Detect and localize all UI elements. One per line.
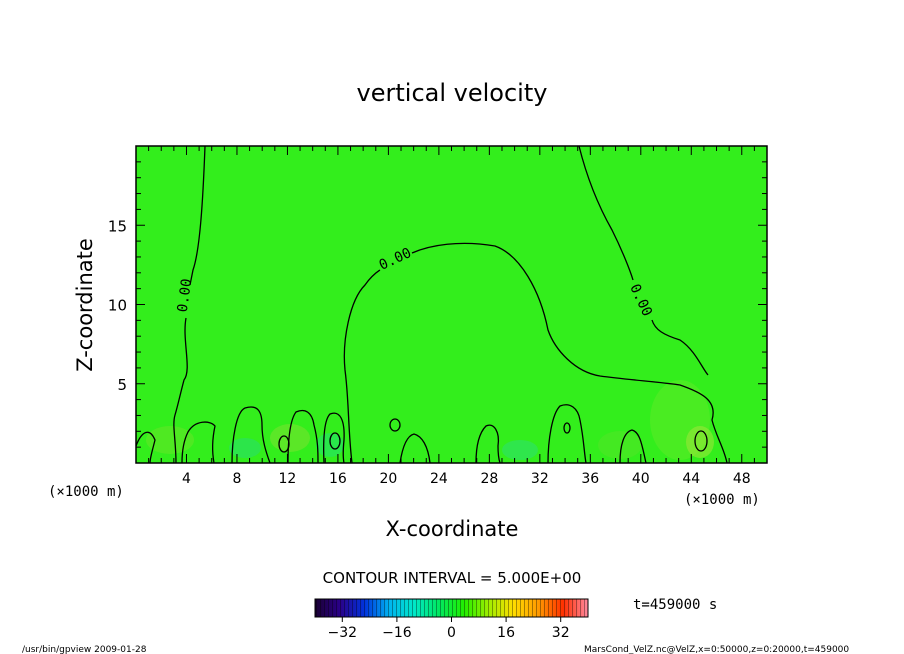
contour-lines <box>135 145 728 464</box>
time-label: t=459000 s <box>633 597 717 613</box>
contour-line <box>181 421 216 464</box>
contour-line <box>578 145 709 376</box>
contour-line <box>173 145 206 464</box>
contour-cell <box>694 430 708 452</box>
contour-label: 0.00 <box>175 278 196 314</box>
chart-title: vertical velocity <box>357 79 548 107</box>
field-patch <box>686 426 714 458</box>
colorbar-tick-label: 16 <box>497 625 515 641</box>
colorbar-tick-label: 0 <box>447 625 456 641</box>
contour-cell <box>389 418 401 432</box>
contour-cell <box>278 435 290 453</box>
x-tick-label: 24 <box>430 471 448 487</box>
y-tick-label: 5 <box>117 376 127 394</box>
footer-left: /usr/bin/gpview 2009-01-28 <box>22 645 147 654</box>
field-patch <box>598 431 642 459</box>
contour-cell <box>563 422 571 434</box>
heatmap-field <box>136 146 767 463</box>
x-unit-label-right: (×1000 m) <box>684 492 760 508</box>
contour-interval: CONTOUR INTERVAL = 5.000E+00 <box>323 569 582 587</box>
field-patch <box>270 424 310 452</box>
contour-line <box>475 424 501 464</box>
x-tick-label: 28 <box>480 471 498 487</box>
x-tick-label: 44 <box>682 471 700 487</box>
colorbar-stripes <box>315 599 588 617</box>
x-unit-label: (×1000 m) <box>48 484 124 500</box>
y-axis-label: Z-coordinate <box>73 238 97 372</box>
contour-line <box>619 429 647 464</box>
colorbar-tick-label: 32 <box>552 625 570 641</box>
x-tick-label: 12 <box>279 471 297 487</box>
x-tick-label: 36 <box>581 471 599 487</box>
contour-line <box>547 404 587 464</box>
contour-line <box>135 431 156 464</box>
x-tick-label: 16 <box>329 471 347 487</box>
x-tick-label: 4 <box>182 471 191 487</box>
field-patch <box>502 440 538 460</box>
x-axis: 4 8 12 16 20 24 28 32 36 40 44 48 <box>148 146 755 487</box>
colorbar-ticks: −32 −16 0 16 32 <box>328 617 570 641</box>
colorbar-tick-label: −16 <box>382 625 412 641</box>
y-axis: 5 10 15 <box>108 161 767 448</box>
contour-cell <box>329 432 341 450</box>
contour-line <box>323 412 345 464</box>
x-tick-label: 40 <box>632 471 650 487</box>
x-tick-label: 20 <box>379 471 397 487</box>
colorbar: −32 −16 0 16 32 <box>314 598 589 641</box>
x-axis-label: X-coordinate <box>386 517 519 541</box>
y-tick-label: 15 <box>108 217 127 235</box>
footer-right: MarsCond_VelZ.nc@VelZ,x=0:50000,z=0:2000… <box>584 645 849 654</box>
y-tick-label: 10 <box>108 297 127 315</box>
x-tick-label: 48 <box>733 471 751 487</box>
field-patch <box>146 426 194 454</box>
field-patch <box>229 438 261 458</box>
x-tick-label: 32 <box>531 471 549 487</box>
contour-line <box>231 406 271 464</box>
plot-area: 0.00 0.00 0.00 <box>135 145 768 464</box>
contour-line <box>399 433 431 464</box>
colorbar-tick-label: −32 <box>328 625 358 641</box>
contour-line <box>287 409 319 464</box>
x-tick-label: 8 <box>232 471 241 487</box>
contour-line <box>343 242 728 464</box>
